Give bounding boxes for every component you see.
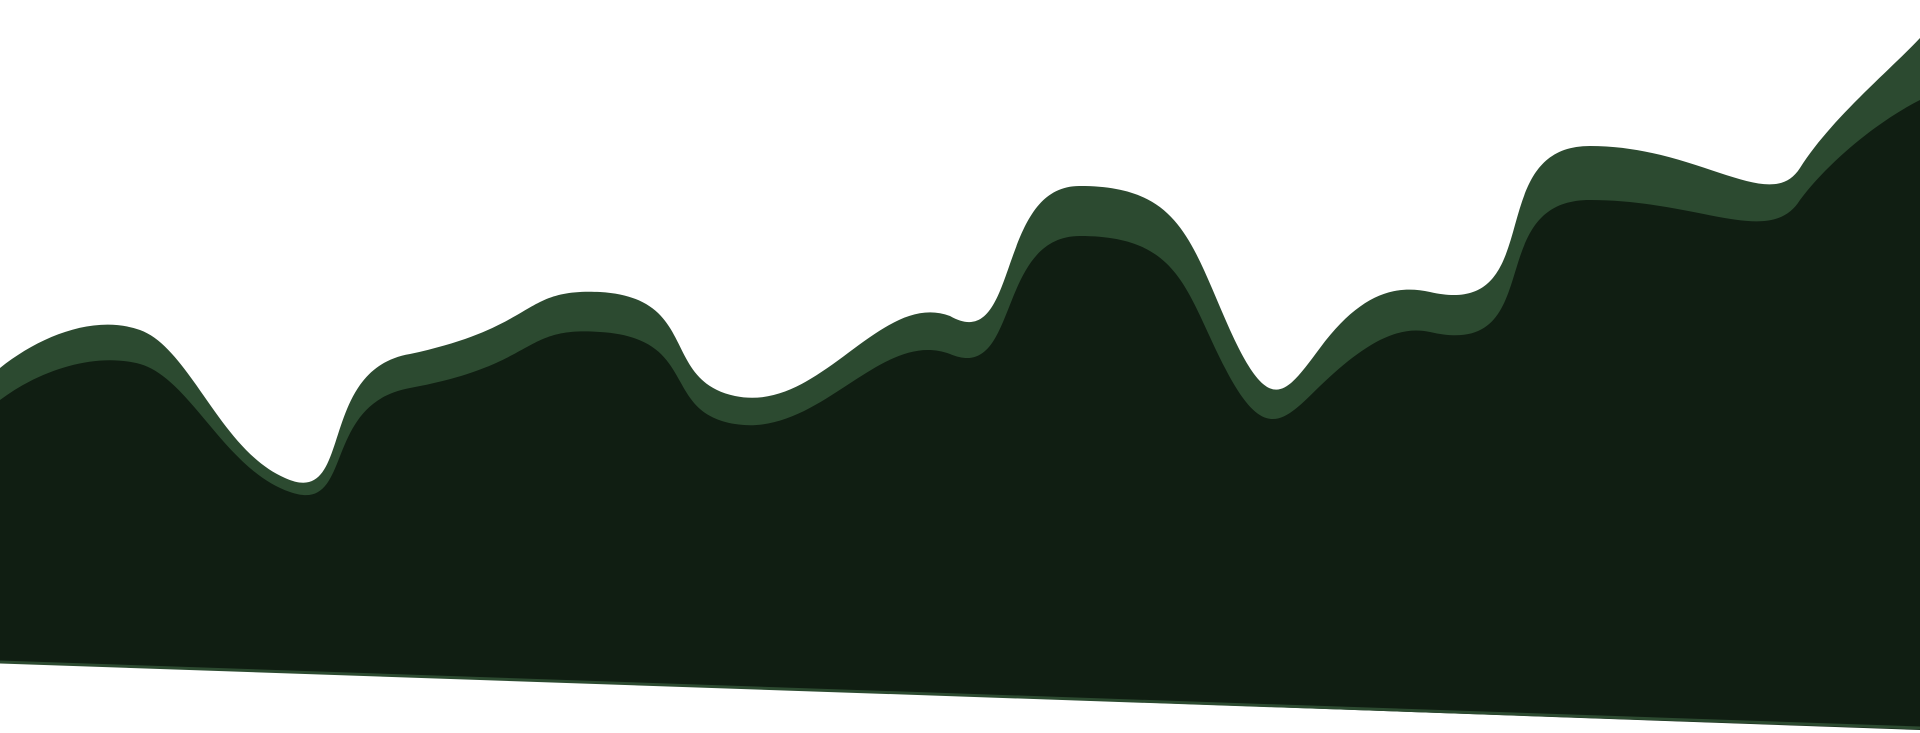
bottom-edge-line xyxy=(0,660,1920,730)
front-wave-shape xyxy=(0,100,1920,733)
